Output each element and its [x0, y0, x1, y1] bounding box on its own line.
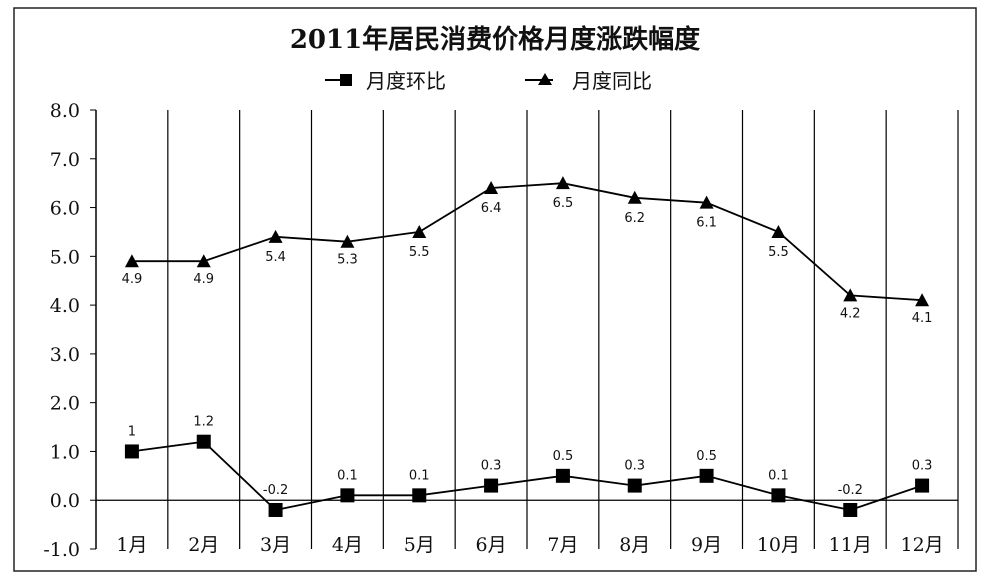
- series-lines: [131, 182, 923, 511]
- legend-mom-label: 月度环比: [366, 69, 446, 93]
- x-tick-label: 11月: [829, 534, 872, 556]
- mom-point: [412, 488, 427, 503]
- yoy-point: [268, 229, 283, 243]
- mom-point: [340, 488, 355, 503]
- legend-yoy-label: 月度同比: [572, 69, 652, 93]
- mom-data-label: 0.5: [696, 449, 717, 464]
- yoy-data-label: 5.3: [337, 253, 358, 268]
- legend-item-mom: 月度环比: [325, 69, 446, 93]
- y-tick-label: 1.0: [50, 441, 80, 463]
- outer-border: [13, 7, 977, 572]
- mom-point: [843, 502, 858, 517]
- legend-mom-marker: [340, 74, 352, 86]
- mom-point: [699, 468, 714, 483]
- x-tick-label: 10月: [757, 534, 800, 556]
- x-tick-label: 6月: [476, 534, 507, 556]
- data-labels: 1 1.2 -0.2 0.1 0.1 0.3 0.5 0.3 0.5 0.1 -0.2 0.3 4.9 4…: [122, 196, 933, 498]
- yoy-data-label: 6.2: [624, 211, 645, 226]
- mom-point: [484, 478, 499, 493]
- legend: 月度环比 月度同比: [325, 69, 652, 93]
- yoy-data-label: 6.4: [481, 201, 502, 216]
- mom-point: [627, 478, 642, 493]
- yoy-point: [915, 293, 930, 307]
- yoy-data-label: 4.9: [122, 272, 143, 287]
- yoy-data-label: 5.5: [768, 245, 789, 260]
- y-tick-label: 6.0: [50, 198, 80, 220]
- legend-yoy-marker: [538, 73, 552, 85]
- yoy-point: [340, 234, 355, 248]
- mom-data-label: 0.1: [768, 468, 789, 483]
- yoy-point: [699, 195, 714, 209]
- yoy-point: [412, 224, 427, 238]
- mom-point: [915, 478, 930, 493]
- series-mom-line: [131, 440, 923, 511]
- mom-data-label: 0.5: [553, 449, 574, 464]
- y-tick-label: 2.0: [50, 393, 80, 415]
- mom-data-label: 0.3: [624, 459, 645, 474]
- legend-item-yoy: 月度同比: [525, 69, 652, 93]
- mom-data-label: 0.3: [912, 459, 933, 474]
- y-tick-label: 7.0: [50, 149, 80, 171]
- yoy-point: [771, 224, 786, 238]
- yoy-point: [196, 254, 211, 268]
- x-tick-label: 12月: [900, 534, 943, 556]
- series-yoy-line: [131, 182, 923, 302]
- series-markers: [124, 176, 930, 517]
- mom-point: [268, 502, 283, 517]
- yoy-point: [843, 288, 858, 302]
- axes: [95, 110, 959, 549]
- x-tick-label: 4月: [332, 534, 363, 556]
- mom-point: [196, 434, 211, 449]
- y-tick-label: 8.0: [50, 100, 80, 122]
- mom-point: [771, 488, 786, 503]
- mom-data-label: 1: [128, 424, 136, 439]
- yoy-point: [555, 176, 570, 190]
- y-tick-label: 5.0: [50, 246, 80, 268]
- x-tick-label: 3月: [260, 534, 291, 556]
- x-tick-label: 2月: [188, 534, 219, 556]
- yoy-point: [124, 254, 139, 268]
- yoy-data-label: 4.2: [840, 306, 861, 321]
- yoy-data-label: 6.1: [696, 216, 717, 231]
- x-tick-label: 7月: [547, 534, 578, 556]
- y-tick-label: 0.0: [50, 490, 80, 512]
- yoy-data-label: 5.4: [265, 250, 286, 265]
- x-tick-label: 9月: [691, 534, 722, 556]
- yoy-point: [627, 190, 642, 204]
- x-axis-ticks: 1月 2月 3月 4月 5月 6月 7月 8月 9月 10月 11月 12月: [116, 534, 943, 556]
- yoy-data-label: 4.9: [193, 272, 214, 287]
- mom-data-label: -0.2: [263, 483, 288, 498]
- mom-data-label: -0.2: [838, 483, 863, 498]
- mom-point: [555, 468, 570, 483]
- yoy-point: [484, 181, 499, 195]
- x-tick-label: 5月: [404, 534, 435, 556]
- y-tick-label: 3.0: [50, 344, 80, 366]
- mom-data-label: 0.1: [337, 468, 358, 483]
- x-tick-label: 1月: [116, 534, 147, 556]
- chart-title: 2011年居民消费价格月度涨跌幅度: [290, 24, 700, 55]
- mom-data-label: 0.1: [409, 468, 430, 483]
- y-tick-label: -1.0: [43, 539, 80, 561]
- y-axis-ticks: 8.0 7.0 6.0 5.0 4.0 3.0 2.0 1.0 0.0 -1.0: [43, 100, 96, 561]
- mom-data-label: 0.3: [481, 459, 502, 474]
- x-tick-label: 8月: [619, 534, 650, 556]
- mom-point: [124, 444, 139, 459]
- mom-data-label: 1.2: [193, 415, 214, 430]
- yoy-data-label: 6.5: [553, 196, 574, 211]
- y-tick-label: 4.0: [50, 295, 80, 317]
- yoy-data-label: 5.5: [409, 245, 430, 260]
- yoy-data-label: 4.1: [912, 311, 933, 326]
